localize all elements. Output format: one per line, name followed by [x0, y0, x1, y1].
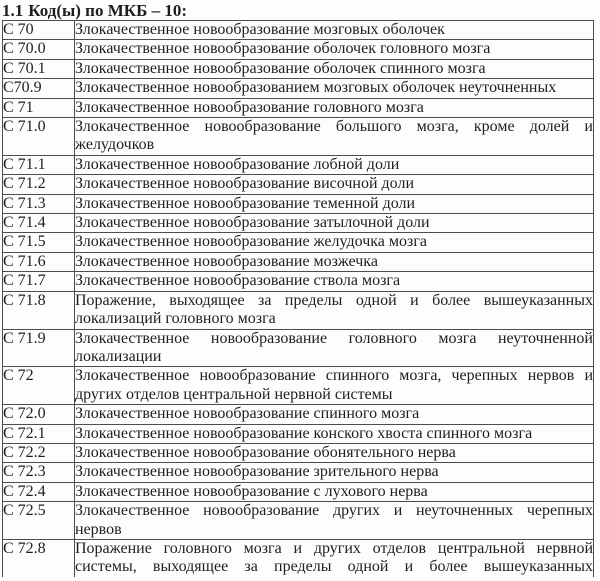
table-row: С 71.5 Злокачественное новообразование ж… — [2, 232, 594, 253]
description-cell: Злокачественное новообразование головног… — [74, 97, 594, 119]
table-row: С 72.2 Злокачественное новообразование о… — [2, 442, 594, 464]
table-row: С 72.3 Злокачественное новообразование з… — [2, 462, 594, 483]
code-cell: С 71.3 — [2, 193, 75, 215]
description-cell: Злокачественное новообразование мозжечка — [74, 251, 594, 273]
table-row: С 72 Злокачественное новообразование спи… — [2, 366, 594, 406]
description-cell: Злокачественное новообразование теменной… — [74, 193, 594, 215]
code-cell: С 72.5 — [2, 501, 75, 540]
code-cell: С 72.0 — [2, 404, 75, 425]
description-cell: Злокачественное новообразование затылочн… — [74, 213, 594, 234]
description-cell: Злокачественное новообразование с лухово… — [74, 481, 594, 503]
description-cell: Поражение, выходящее за пределы одной и … — [74, 290, 594, 330]
section-title: Код(ы) по МКБ – 10: — [28, 1, 188, 20]
code-cell: С70.9 — [2, 78, 75, 99]
code-cell: С 71.0 — [2, 117, 75, 156]
section-heading: 1.1 Код(ы) по МКБ – 10: — [0, 0, 600, 20]
table-row: С 71 Злокачественное новообразование гол… — [2, 97, 594, 119]
table-row: С 72.4 Злокачественное новообразование с… — [2, 481, 594, 503]
table-row: С 72.5 Злокачественное новообразование д… — [2, 501, 594, 540]
table-row: С 71.3 Злокачественное новообразование т… — [2, 193, 594, 215]
description-cell: Злокачественное новообразование других и… — [74, 501, 594, 540]
description-cell: Злокачественное новообразованием мозговы… — [74, 78, 594, 99]
table-row: С 71.8 Поражение, выходящее за пределы о… — [2, 290, 594, 330]
code-cell: С 71.4 — [2, 213, 75, 234]
code-cell: С 71.2 — [2, 174, 75, 195]
table-row: С 70.0 Злокачественное новообразование о… — [2, 39, 594, 60]
code-cell: С 71.6 — [2, 251, 75, 273]
code-cell: С 71.1 — [2, 154, 75, 176]
code-cell: С 72.2 — [2, 442, 75, 464]
table-row: С 71.7 Злокачественное новообразование с… — [2, 271, 594, 292]
table-row: С 71.2 Злокачественное новообразование в… — [2, 174, 594, 195]
description-cell: Злокачественное новообразование ствола м… — [74, 271, 594, 292]
code-cell: С 71.8 — [2, 290, 75, 330]
code-cell: С 71.9 — [2, 328, 75, 368]
code-cell: С 72.4 — [2, 481, 75, 503]
description-cell: Злокачественное новообразование оболочек… — [74, 39, 594, 60]
code-cell: С 71.5 — [2, 232, 75, 253]
description-cell: Злокачественное новообразование оболочек… — [74, 58, 594, 80]
description-cell: Злокачественное новообразование лобной д… — [74, 154, 594, 176]
description-cell: Злокачественное новообразование обонятел… — [74, 442, 594, 464]
icd10-codes-table: С 70 Злокачественное новообразование моз… — [2, 19, 594, 577]
description-cell: Злокачественное новообразование желудочк… — [74, 232, 594, 253]
table-row: С 71.9 Злокачественное новообразование г… — [2, 328, 594, 368]
description-cell: Поражение головного мозга и других отдел… — [74, 538, 594, 577]
section-number: 1.1 — [2, 1, 24, 20]
table-row: С 71.0 Злокачественное новообразование б… — [2, 117, 594, 156]
code-cell: С 72.3 — [2, 462, 75, 483]
table-row: С 72.1 Злокачественное новообразование к… — [2, 423, 594, 444]
code-cell: С 72.1 — [2, 423, 75, 444]
description-cell: Злокачественное новообразование мозговых… — [74, 19, 594, 41]
description-cell: Злокачественное новообразование спинного… — [74, 366, 594, 406]
table-row: С 71.1 Злокачественное новообразование л… — [2, 154, 594, 176]
table-row: С 71.6 Злокачественное новообразование м… — [2, 251, 594, 273]
code-cell: С 70.1 — [2, 58, 75, 80]
description-cell: Злокачественное новообразование спинного… — [74, 404, 594, 425]
table-row: С 71.4 Злокачественное новообразование з… — [2, 213, 594, 234]
description-cell: Злокачественное новообразование конского… — [74, 423, 594, 444]
description-cell: Злокачественное новообразование зрительн… — [74, 462, 594, 483]
table-row: С 72.8 Поражение головного мозга и други… — [2, 538, 594, 577]
code-cell: С 72.8 — [2, 538, 75, 577]
description-cell: Злокачественное новообразование большого… — [74, 117, 594, 156]
description-cell: Злокачественное новообразование головног… — [74, 328, 594, 368]
code-cell: С 70 — [2, 19, 75, 41]
table-row: С 70 Злокачественное новообразование моз… — [2, 19, 594, 41]
description-cell: Злокачественное новообразование височной… — [74, 174, 594, 195]
code-cell: С 71 — [2, 97, 75, 119]
table-row: С 70.1 Злокачественное новообразование о… — [2, 58, 594, 80]
table-row: С 72.0 Злокачественное новообразование с… — [2, 404, 594, 425]
code-cell: С 71.7 — [2, 271, 75, 292]
code-cell: С 72 — [2, 366, 75, 406]
icd10-codes-table-body: С 70 Злокачественное новообразование моз… — [2, 19, 594, 577]
table-row: С70.9 Злокачественное новообразованием м… — [2, 78, 594, 99]
code-cell: С 70.0 — [2, 39, 75, 60]
